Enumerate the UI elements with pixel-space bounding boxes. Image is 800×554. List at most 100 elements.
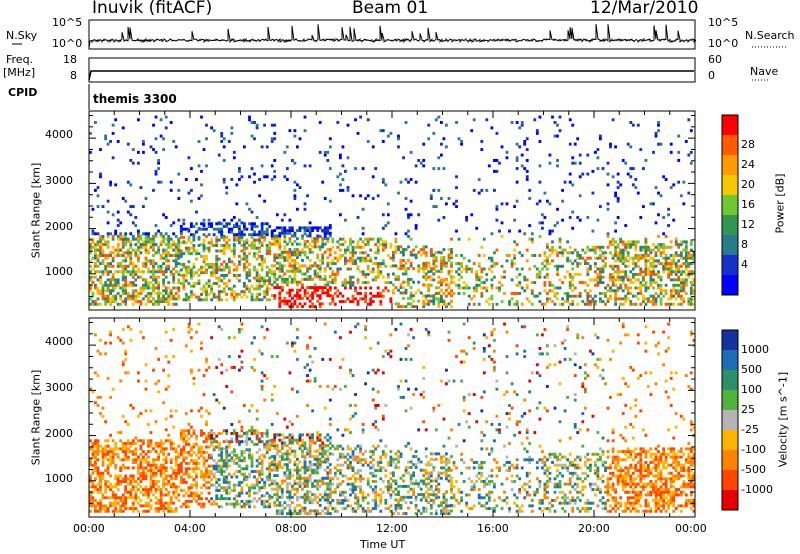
heatmap-cell xyxy=(361,256,365,260)
heatmap-cell xyxy=(639,286,643,290)
heatmap-cell xyxy=(351,450,355,454)
heatmap-cell xyxy=(106,245,110,249)
heatmap-cell xyxy=(227,260,231,264)
heatmap-cell xyxy=(154,482,158,486)
heatmap-cell xyxy=(669,289,673,293)
heatmap-cell xyxy=(634,178,638,181)
heatmap-cell xyxy=(306,226,309,230)
heatmap-cell xyxy=(333,509,337,513)
heatmap-cell xyxy=(288,261,292,265)
heatmap-cell xyxy=(371,300,375,304)
heatmap-cell xyxy=(308,512,312,516)
heatmap-cell xyxy=(268,497,272,501)
heatmap-cell xyxy=(121,251,125,255)
heatmap-cell xyxy=(273,468,277,472)
heatmap-cell xyxy=(255,238,259,242)
heatmap-cell xyxy=(243,502,246,506)
heatmap-cell xyxy=(278,231,282,235)
heatmap-cell xyxy=(238,273,241,277)
heatmap-cell xyxy=(604,256,607,260)
heatmap-cell xyxy=(225,263,229,266)
heatmap-cell xyxy=(159,439,163,443)
heatmap-cell xyxy=(437,281,441,285)
heatmap-cell xyxy=(263,494,267,498)
heatmap-cell xyxy=(137,294,140,298)
heatmap-cell xyxy=(566,270,570,274)
heatmap-cell xyxy=(177,218,181,222)
heatmap-cell xyxy=(184,472,188,476)
heatmap-cell xyxy=(639,216,643,219)
heatmap-cell xyxy=(379,477,383,481)
heatmap-cell xyxy=(679,251,683,255)
heatmap-cell xyxy=(331,245,335,249)
heatmap-cell xyxy=(538,221,542,225)
heatmap-cell xyxy=(356,496,360,500)
heatmap-cell xyxy=(149,471,153,475)
heatmap-cell xyxy=(202,290,206,294)
heatmap-cell xyxy=(333,251,337,255)
heatmap-cell xyxy=(328,231,332,235)
heatmap-cell xyxy=(172,267,176,271)
heatmap-cell xyxy=(283,226,287,230)
heatmap-cell xyxy=(184,467,188,471)
heatmap-cell xyxy=(614,294,618,298)
heatmap-cell xyxy=(235,456,239,460)
heatmap-cell xyxy=(89,461,92,464)
heatmap-cell xyxy=(222,282,226,285)
heatmap-cell xyxy=(351,283,355,287)
heatmap-cell xyxy=(222,178,226,181)
heatmap-cell xyxy=(404,305,408,309)
heatmap-cell xyxy=(328,145,332,149)
heatmap-cell xyxy=(296,267,299,271)
heatmap-cell xyxy=(546,199,549,203)
heatmap-cell xyxy=(682,281,686,285)
heatmap-cell xyxy=(457,262,461,266)
heatmap-cell xyxy=(571,210,575,214)
heatmap-cell xyxy=(553,248,557,252)
heatmap-cell xyxy=(556,264,559,268)
heatmap-cell xyxy=(144,477,148,481)
heatmap-cell xyxy=(672,218,676,222)
heatmap-cell xyxy=(298,503,302,507)
heatmap-cell xyxy=(154,115,158,119)
heatmap-cell xyxy=(225,292,229,296)
heatmap-cell xyxy=(578,292,582,295)
heatmap-cell xyxy=(131,504,135,508)
heatmap-cell xyxy=(450,261,453,265)
heatmap-cell xyxy=(397,275,400,279)
heatmap-cell xyxy=(131,273,135,276)
heatmap-cell xyxy=(157,161,161,165)
heatmap-cell xyxy=(359,270,363,274)
heatmap-cell xyxy=(147,496,150,500)
heatmap-cell xyxy=(164,275,168,279)
heatmap-cell xyxy=(442,248,446,252)
heatmap-cell xyxy=(243,227,246,231)
heatmap-cell xyxy=(328,452,332,456)
heatmap-cell xyxy=(278,267,282,271)
heatmap-cell xyxy=(164,248,168,252)
heatmap-cell xyxy=(260,432,264,435)
heatmap-cell xyxy=(114,294,118,298)
heatmap-cell xyxy=(523,289,527,293)
heatmap-cell xyxy=(642,245,645,249)
heatmap-cell xyxy=(450,248,453,252)
heatmap-cell xyxy=(328,199,332,203)
heatmap-cell xyxy=(389,493,393,497)
heatmap-cell xyxy=(654,245,658,249)
heatmap-cell xyxy=(240,499,244,503)
heatmap-cell xyxy=(89,499,92,502)
heatmap-cell xyxy=(495,262,499,266)
heatmap-cell xyxy=(311,226,315,230)
heatmap-cell xyxy=(212,445,216,449)
heatmap-cell xyxy=(429,197,433,200)
heatmap-cell xyxy=(149,240,153,244)
heatmap-cell xyxy=(684,283,688,287)
heatmap-cell xyxy=(301,305,304,309)
heatmap-cell xyxy=(245,287,249,291)
heatmap-cell xyxy=(601,254,605,257)
heatmap-cell xyxy=(328,495,332,499)
heatmap-cell xyxy=(179,227,183,231)
heatmap-cell xyxy=(394,245,398,249)
heatmap-cell xyxy=(288,291,292,295)
heatmap-cell xyxy=(621,275,625,279)
